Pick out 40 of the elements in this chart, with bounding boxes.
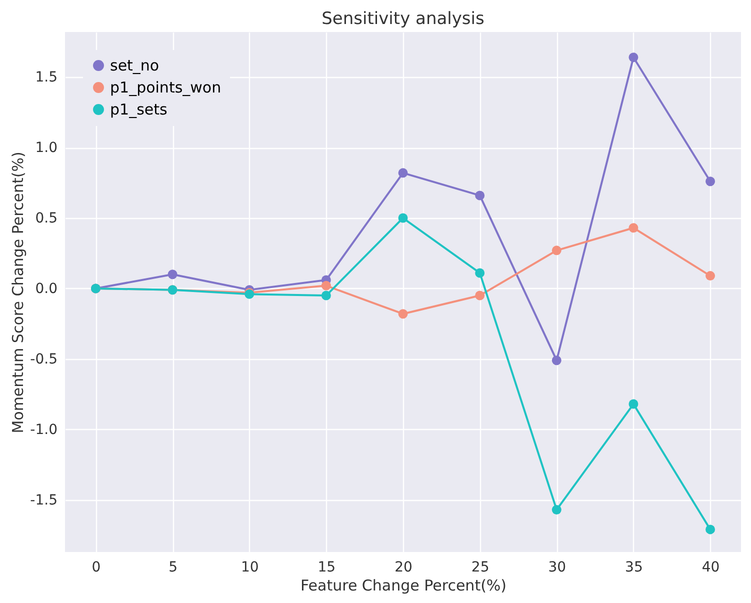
- point: [475, 190, 485, 200]
- x-tick-label: 10: [240, 560, 259, 576]
- x-tick-label: 25: [471, 560, 490, 576]
- x-tick-label: 35: [625, 560, 643, 576]
- point: [168, 270, 178, 280]
- point: [475, 290, 485, 300]
- chart-title: Sensitivity analysis: [322, 9, 485, 29]
- y-tick-label: 0.0: [35, 280, 58, 297]
- point: [398, 168, 408, 178]
- legend-label: set_no: [110, 56, 160, 74]
- legend-label: p1_points_won: [110, 78, 222, 96]
- y-tick-label: -1.5: [30, 492, 58, 508]
- x-tick-label: 15: [318, 560, 336, 576]
- point: [706, 524, 716, 534]
- point: [706, 176, 716, 186]
- point: [321, 280, 331, 290]
- legend-label: p1_sets: [110, 100, 168, 118]
- point: [628, 223, 638, 233]
- point: [398, 309, 408, 319]
- y-tick-label: -0.5: [30, 351, 58, 368]
- y-tick-label: -1.0: [30, 422, 58, 438]
- x-tick-label: 30: [548, 560, 566, 576]
- y-axis-title: Momentum Score Change Percent(%): [9, 152, 28, 434]
- point: [552, 356, 562, 366]
- point: [398, 213, 408, 223]
- point: [706, 271, 716, 281]
- x-tick-label: 5: [168, 560, 178, 576]
- x-tick-label: 0: [92, 560, 101, 576]
- x-tick-label: 20: [394, 560, 412, 576]
- y-tick-label: 0.5: [35, 210, 58, 227]
- y-tick-label: 1.0: [35, 140, 58, 156]
- point: [628, 52, 638, 62]
- y-tick-label: 1.5: [35, 70, 58, 86]
- point: [552, 504, 562, 514]
- x-axis-title: Feature Change Percent(%): [300, 576, 507, 594]
- point: [321, 290, 331, 300]
- point: [552, 246, 562, 256]
- x-tick-label: 40: [702, 560, 720, 576]
- point: [628, 399, 638, 409]
- point: [475, 268, 485, 278]
